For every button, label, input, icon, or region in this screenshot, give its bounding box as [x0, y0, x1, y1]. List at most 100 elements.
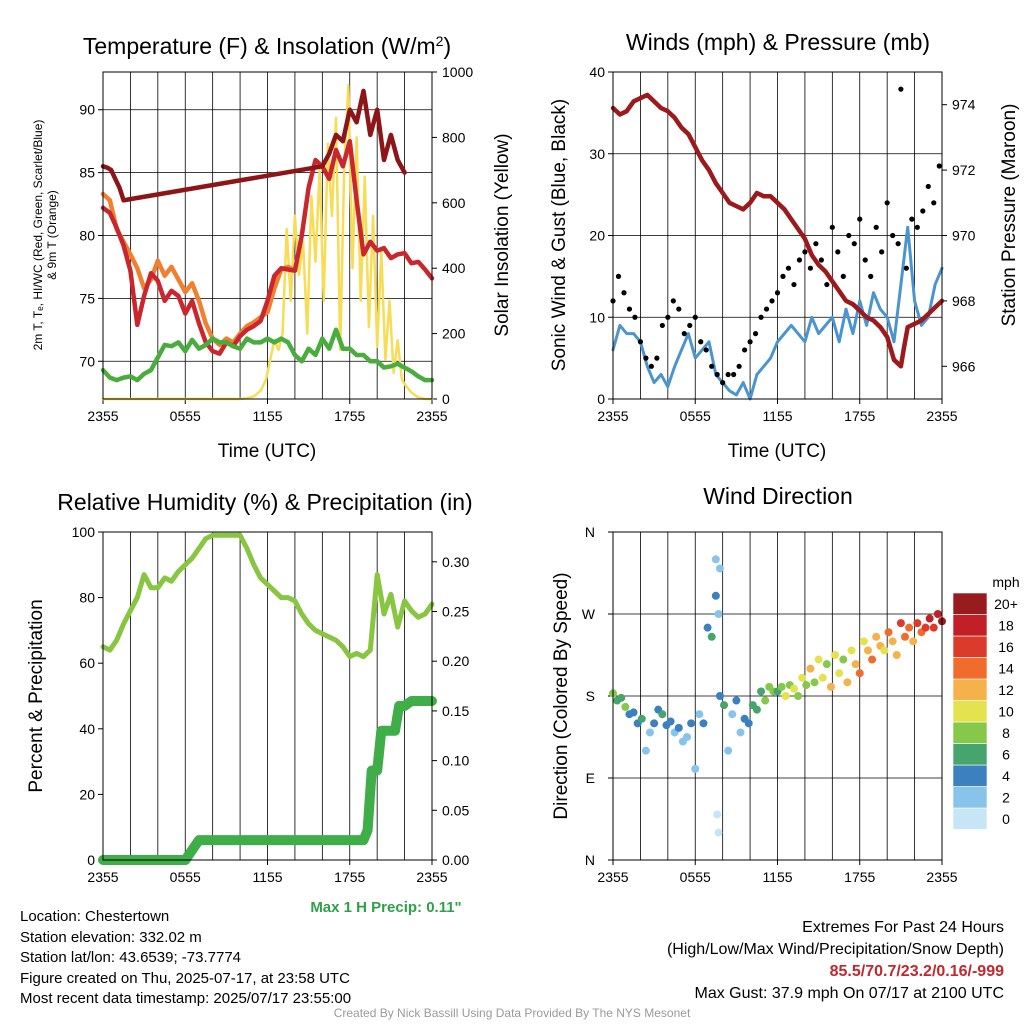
- wind-gust-point: [703, 347, 709, 353]
- temp-ytick-label: 80: [79, 228, 95, 244]
- dir-point: [732, 696, 741, 705]
- dir-ytick-label: E: [586, 770, 595, 786]
- dir-frame: [612, 531, 943, 861]
- rh-rtick-label: 0.05: [442, 802, 469, 818]
- wind-rtick-label: 974: [952, 97, 976, 113]
- rh-xtick-label: 0555: [170, 869, 201, 885]
- wind-gust-point: [807, 265, 814, 271]
- colorbar-label: 0: [1002, 811, 1010, 827]
- rh-ytick-label: 20: [79, 786, 95, 802]
- rh-rtick-label: 0.10: [442, 753, 469, 769]
- dir-point: [714, 610, 723, 618]
- wind-gust-point: [747, 339, 753, 345]
- rh-xtick-label: 1155: [252, 869, 282, 885]
- wind-gust-point: [895, 241, 901, 247]
- dir-point: [724, 746, 733, 755]
- wind-gust-point: [659, 322, 665, 329]
- extremes-values: 85.5/70.7/23.2/0.16/-999: [829, 963, 1004, 980]
- wind-series-sonic-wind: [611, 225, 944, 401]
- wind-gust-point: [840, 273, 846, 279]
- temp-ytick-label: 90: [79, 102, 95, 118]
- wind-gust-point: [818, 257, 824, 263]
- wind-gust-point: [903, 265, 909, 271]
- dir-yaxis-label: Direction (Colored By Speed): [551, 572, 572, 819]
- dir-point: [822, 660, 831, 669]
- dir-point: [933, 610, 942, 618]
- dir-point: [703, 623, 712, 632]
- dir-point: [699, 719, 708, 728]
- rh-ytick-label: 40: [79, 721, 95, 737]
- temp-ytick-label: 70: [79, 353, 95, 369]
- wind-gust-point: [785, 265, 792, 271]
- wind-gust-point: [714, 371, 720, 378]
- wind-gust-point: [637, 339, 644, 345]
- dir-point: [843, 678, 852, 687]
- dir-xtick-label: 0555: [680, 869, 711, 885]
- dir-point: [905, 623, 914, 632]
- dir-point: [728, 710, 737, 719]
- wind-series-station-pressure: [610, 92, 945, 369]
- dir-ytick-label: S: [586, 688, 595, 704]
- colorbar-label: 8: [1002, 725, 1010, 741]
- extremes-legend: (High/Low/Max Wind/Precipitation/Snow De…: [666, 941, 1004, 958]
- max-precip-label: Max 1 H Precip: 0.11": [310, 899, 461, 916]
- colorbar-label: 12: [998, 682, 1014, 698]
- wind-panel-title: Winds (mph) & Pressure (mb): [626, 29, 930, 55]
- wind-right-axis-label: Station Pressure (Maroon): [999, 104, 1020, 327]
- wind-gust-point: [835, 249, 841, 255]
- rh-ytick-label: 0: [87, 852, 95, 868]
- dir-xtick-label: 1755: [844, 869, 875, 885]
- temp-rtick-label: 1000: [442, 64, 473, 80]
- dir-point: [621, 702, 630, 711]
- rh-rtick-label: 0.25: [442, 604, 469, 620]
- wind-gust-point: [665, 314, 671, 320]
- wind-gust-point: [920, 208, 926, 214]
- wind-gust-point: [654, 355, 660, 361]
- dir-point: [752, 705, 761, 714]
- wind-gust-point: [769, 298, 775, 304]
- colorbar-label: 10: [998, 704, 1014, 720]
- temp-xtick-label: 1755: [334, 408, 365, 424]
- wind-gust-point: [632, 314, 638, 320]
- colorbar-swatch: [952, 721, 988, 744]
- temp-rtick-label: 800: [442, 129, 466, 145]
- temp-panel-title: Temperature (F) & Insolation (W/m2): [83, 33, 451, 59]
- rh-frame: [102, 531, 433, 861]
- temp-rtick-label: 400: [442, 260, 466, 276]
- wind-xtick-label: 2355: [926, 408, 957, 424]
- dir-point: [695, 710, 704, 719]
- wind-gust-point: [914, 224, 920, 230]
- dir-point: [714, 828, 723, 837]
- colorbar-label: 14: [998, 661, 1014, 677]
- wind-yaxis-label: Sonic Wind & Gust (Blue, Black): [549, 99, 570, 371]
- wind-gust-point: [936, 163, 942, 169]
- dir-point: [810, 678, 819, 687]
- dir-point: [896, 619, 905, 628]
- dir-point: [711, 555, 720, 564]
- wind-rtick-label: 972: [952, 162, 976, 178]
- dir-point: [715, 692, 724, 700]
- dir-point: [859, 637, 868, 646]
- rh-xtick-label: 2355: [416, 869, 447, 885]
- wind-gust-point: [698, 339, 704, 345]
- rh-xtick-label: 1755: [334, 869, 365, 885]
- wind-gust-point: [626, 306, 633, 312]
- dir-point: [802, 681, 811, 690]
- colorbar-swatch: [952, 743, 988, 766]
- colorbar-swatch: [952, 678, 988, 701]
- rh-panel-title: Relative Humidity (%) & Precipitation (i…: [57, 489, 472, 515]
- wind-gust-point: [692, 314, 698, 320]
- dir-point: [888, 637, 897, 646]
- rh-rtick-label: 0.00: [442, 852, 469, 868]
- dir-point: [900, 632, 909, 641]
- wind-ytick-label: 40: [589, 64, 605, 80]
- wind-gust-point: [643, 355, 649, 361]
- dir-point: [711, 591, 720, 600]
- dir-point: [868, 655, 877, 664]
- station-info: Location: Chestertown Station elevation:…: [20, 907, 351, 1010]
- wind-gust-point: [846, 232, 852, 239]
- temp-rtick-label: 0: [442, 391, 450, 407]
- rh-ytick-label: 100: [72, 524, 96, 540]
- rh-rtick-label: 0.15: [442, 703, 469, 719]
